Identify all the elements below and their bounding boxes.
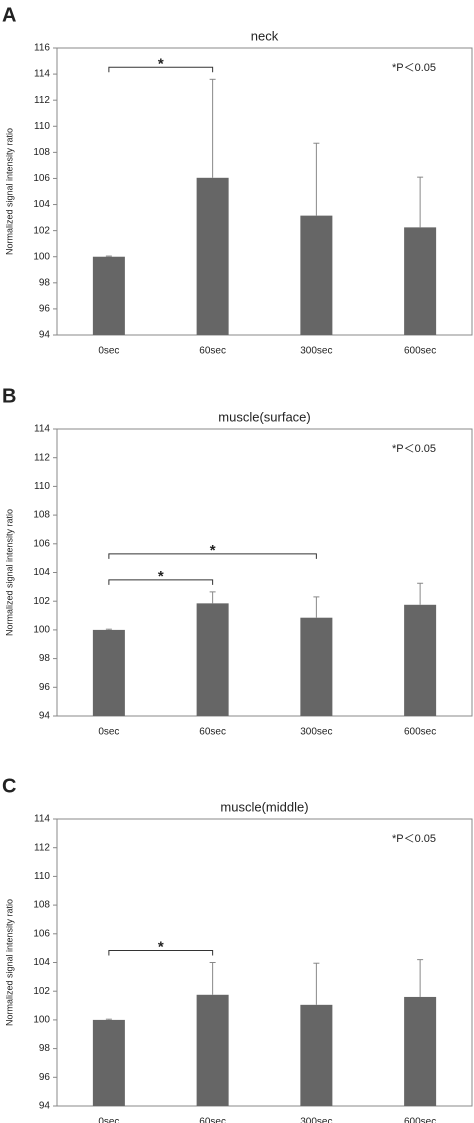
y-tick-label: 98 (39, 1043, 51, 1054)
bar (196, 177, 229, 335)
y-tick-label: 98 (39, 277, 51, 288)
y-tick-label: 108 (33, 510, 50, 521)
significance-bracket (108, 553, 317, 559)
panel-label: A (2, 4, 16, 26)
significance-label: * (158, 938, 164, 955)
plot-frame (56, 47, 473, 336)
panel-label: C (2, 775, 16, 797)
y-tick-label: 100 (33, 1015, 50, 1026)
bar (300, 1004, 333, 1106)
significance-label: * (210, 542, 216, 559)
x-tick-label: 0sec (98, 727, 119, 738)
x-tick-label: 60sec (199, 727, 226, 738)
y-tick-label: 112 (34, 452, 50, 463)
significance-bracket (108, 66, 214, 73)
significance-label: * (158, 568, 164, 585)
x-tick-label: 600sec (404, 1117, 436, 1123)
bar (92, 629, 125, 716)
y-axis-label: Normalized signal intensity ratio (4, 899, 14, 1026)
x-tick-label: 300sec (300, 346, 332, 357)
y-tick-label: 102 (33, 986, 50, 997)
bar (196, 994, 229, 1106)
bar (404, 996, 437, 1106)
annotation: *P＜0.05 (392, 833, 436, 845)
y-tick-label: 104 (33, 199, 50, 210)
y-tick-label: 96 (39, 1072, 51, 1083)
y-tick-label: 94 (39, 330, 51, 341)
chart-title: neck (251, 28, 279, 43)
y-axis-label: Normalized signal intensity ratio (4, 509, 14, 636)
y-tick-label: 104 (33, 567, 50, 578)
y-tick-label: 102 (33, 225, 50, 236)
significance-bracket (108, 579, 214, 585)
y-tick-label: 106 (33, 928, 50, 939)
y-tick-label: 108 (33, 900, 50, 911)
y-tick-label: 114 (34, 69, 50, 80)
bar (92, 256, 125, 335)
y-tick-label: 116 (34, 43, 50, 54)
x-tick-label: 0sec (98, 1117, 119, 1123)
annotation: *P＜0.05 (392, 62, 436, 74)
x-tick-label: 600sec (404, 727, 436, 738)
y-tick-label: 104 (33, 957, 50, 968)
bar (300, 215, 333, 335)
y-tick-label: 98 (39, 653, 51, 664)
y-tick-label: 106 (33, 538, 50, 549)
y-tick-label: 102 (33, 596, 50, 607)
y-tick-label: 100 (33, 251, 50, 262)
y-tick-label: 106 (33, 173, 50, 184)
y-tick-label: 114 (34, 424, 50, 435)
y-tick-label: 110 (34, 871, 50, 882)
x-tick-label: 60sec (199, 346, 226, 357)
y-tick-label: 96 (39, 682, 51, 693)
annotation: *P＜0.05 (392, 443, 436, 455)
bar (300, 617, 333, 716)
y-tick-label: 100 (33, 625, 50, 636)
bar (404, 604, 437, 716)
y-tick-label: 112 (34, 95, 50, 106)
y-tick-label: 110 (34, 121, 50, 132)
x-tick-label: 300sec (300, 727, 332, 738)
x-tick-label: 0sec (98, 346, 119, 357)
x-tick-label: 300sec (300, 1117, 332, 1123)
significance-label: * (158, 55, 164, 72)
bar (196, 603, 229, 716)
significance-bracket (108, 950, 214, 956)
y-axis-label: Normalized signal intensity ratio (4, 128, 14, 255)
x-tick-label: 60sec (199, 1117, 226, 1123)
y-tick-label: 112 (34, 842, 50, 853)
y-tick-label: 96 (39, 304, 51, 315)
y-tick-label: 108 (33, 147, 50, 158)
panel-label: B (2, 385, 16, 407)
chart-title: muscle(middle) (220, 799, 308, 814)
chart-title: muscle(surface) (218, 409, 310, 424)
y-tick-label: 110 (34, 481, 50, 492)
y-tick-label: 94 (39, 711, 51, 722)
x-tick-label: 600sec (404, 346, 436, 357)
bar (404, 227, 437, 335)
y-tick-label: 94 (39, 1101, 51, 1112)
bar (92, 1019, 125, 1106)
y-tick-label: 114 (34, 814, 50, 825)
